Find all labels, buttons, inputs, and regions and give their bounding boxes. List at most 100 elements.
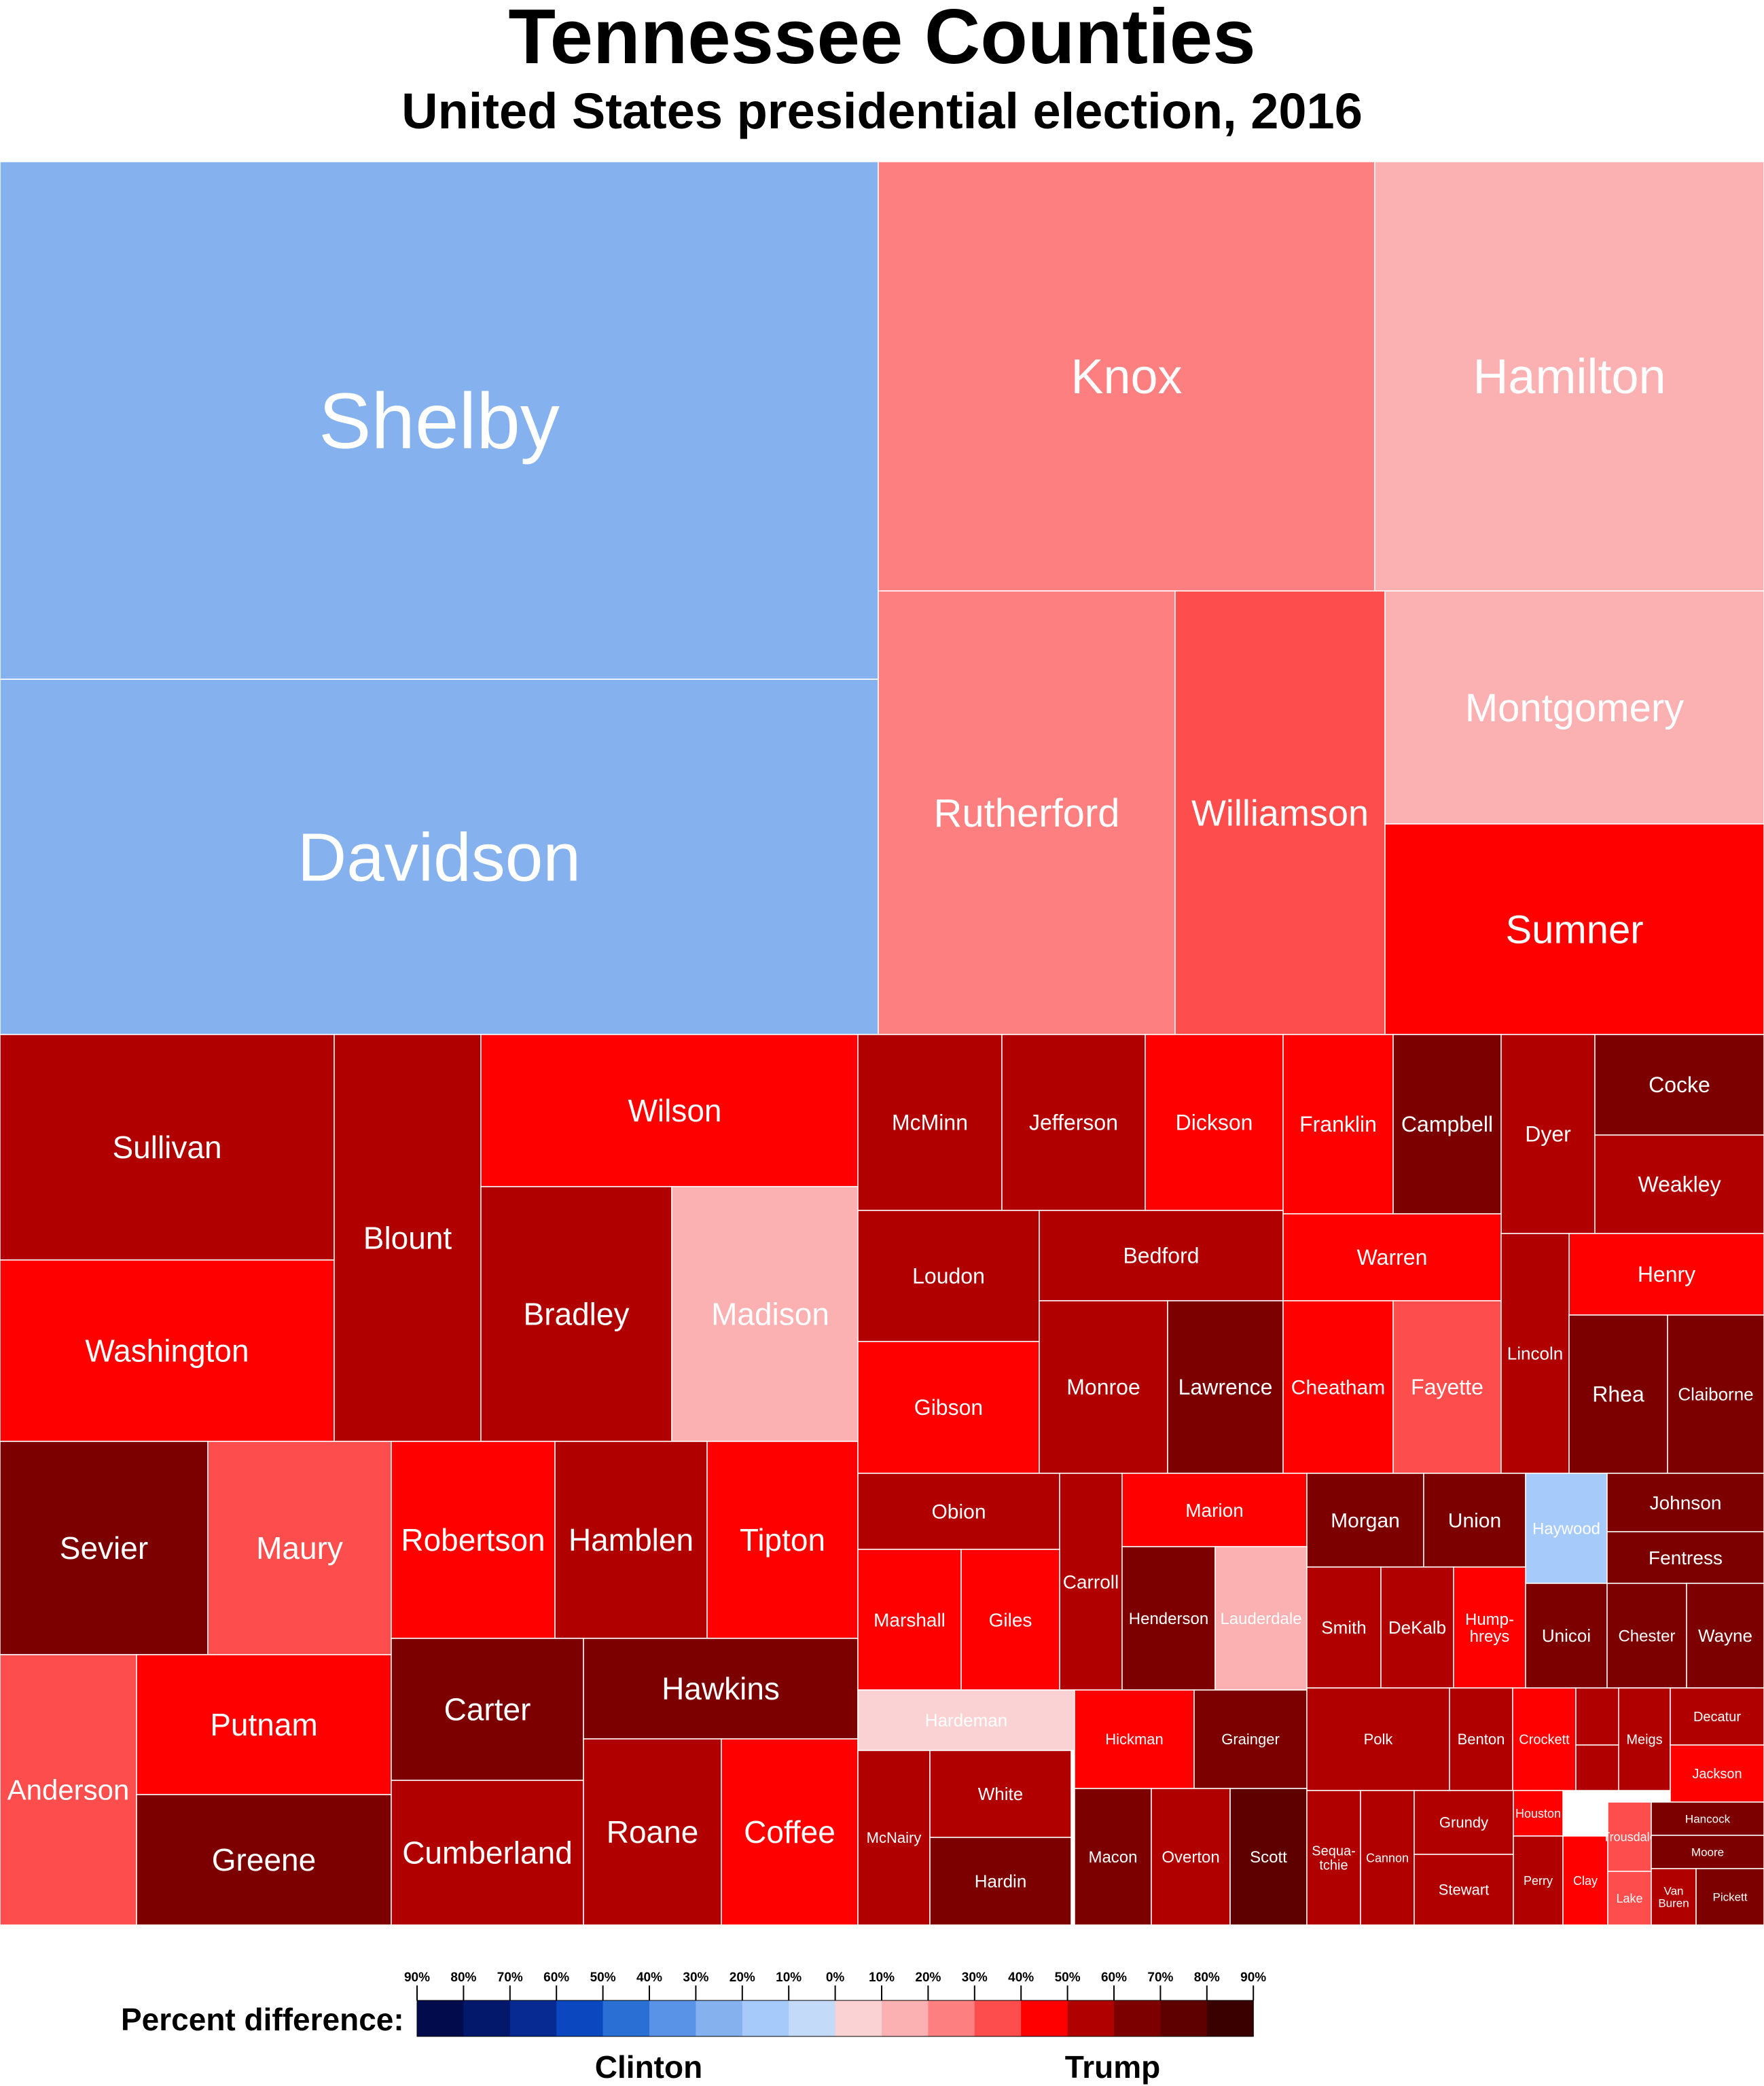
- label-pickett: Pickett: [1712, 1890, 1747, 1903]
- tile-robertson: [391, 1441, 556, 1639]
- label-stewart: Stewart: [1439, 1882, 1490, 1899]
- legend-tick-label: 60%: [1101, 1971, 1127, 1985]
- label-dekalb: DeKalb: [1388, 1617, 1446, 1638]
- tile-smith: [1306, 1566, 1382, 1689]
- legend-tick-label: 80%: [1194, 1971, 1220, 1985]
- label-henderson: Henderson: [1129, 1610, 1208, 1628]
- label-rutherford: Rutherford: [933, 791, 1119, 835]
- tile-chester: [1606, 1583, 1687, 1689]
- label-white: White: [978, 1784, 1023, 1804]
- tile-clay: [1562, 1835, 1608, 1925]
- label-anderson: Anderson: [7, 1774, 130, 1806]
- legend-tick-label: 60%: [543, 1971, 569, 1985]
- tile-roane: [583, 1738, 722, 1925]
- tile-hawkins: [583, 1638, 859, 1740]
- legend-swatch-c50: [602, 2000, 650, 2036]
- label-scott: Scott: [1250, 1848, 1287, 1867]
- tile-gibson: [857, 1341, 1040, 1474]
- tile-campbell: [1392, 1034, 1502, 1215]
- tile-union: [1423, 1473, 1526, 1568]
- tile-coffee: [721, 1738, 859, 1925]
- label-dyer: Dyer: [1525, 1122, 1571, 1147]
- label-hancock: Hancock: [1685, 1812, 1731, 1825]
- legend-swatch-t90: [1206, 2000, 1254, 2036]
- label-sequatchie: Sequa-tchie: [1312, 1844, 1356, 1873]
- tile-jackson: [1670, 1744, 1764, 1803]
- tile-lake: [1607, 1871, 1652, 1925]
- tile-dyer: [1500, 1034, 1596, 1234]
- label-cheatham: Cheatham: [1291, 1377, 1385, 1399]
- label-gibson: Gibson: [914, 1395, 983, 1420]
- tile-giles: [960, 1549, 1060, 1691]
- label-shelby: Shelby: [319, 377, 560, 465]
- legend-swatch-c80: [463, 2000, 511, 2036]
- label-sevier: Sevier: [60, 1530, 148, 1566]
- label-unicoi: Unicoi: [1542, 1625, 1591, 1646]
- label-overton: Overton: [1162, 1848, 1219, 1867]
- tile-davidson: [0, 679, 879, 1035]
- tile-macon: [1074, 1788, 1152, 1925]
- label-williamson: Williamson: [1191, 793, 1369, 833]
- label-moore: Moore: [1691, 1846, 1724, 1858]
- tile-moore: [1651, 1835, 1764, 1869]
- legend-clinton-label: Clinton: [594, 2049, 703, 2085]
- tile-rhea: [1568, 1314, 1668, 1474]
- tile-montgomery: [1384, 590, 1764, 825]
- legend-swatch-c40: [649, 2000, 696, 2036]
- legend-swatch-t80: [1160, 2000, 1208, 2036]
- tile-haywood: [1525, 1473, 1608, 1584]
- label-lauderdale: Lauderdale: [1220, 1610, 1301, 1628]
- tile-greene: [136, 1794, 392, 1925]
- label-marion: Marion: [1185, 1500, 1244, 1521]
- tile-loudon: [857, 1210, 1040, 1342]
- label-montgomery: Montgomery: [1465, 686, 1684, 730]
- tile-cannon: [1360, 1790, 1415, 1925]
- label-haywood: Haywood: [1532, 1519, 1600, 1538]
- chart-subtitle: United States presidential election, 201…: [401, 83, 1363, 139]
- label-hardeman: Hardeman: [925, 1710, 1007, 1731]
- tile-pickett: [1695, 1868, 1764, 1925]
- label-loudon: Loudon: [912, 1264, 985, 1289]
- tile-bradley: [480, 1186, 672, 1442]
- tile-weakley: [1594, 1134, 1764, 1234]
- tile-sequatchie: [1306, 1790, 1361, 1925]
- label-lincoln: Lincoln: [1507, 1344, 1563, 1364]
- legend-swatch-c30: [696, 2000, 743, 2036]
- tile-putnam: [136, 1654, 392, 1795]
- tile-marion: [1121, 1473, 1308, 1547]
- label-warren: Warren: [1357, 1245, 1428, 1270]
- label-dickson: Dickson: [1176, 1111, 1253, 1135]
- legend-tick-label: 50%: [1055, 1971, 1081, 1985]
- label-obion: Obion: [931, 1501, 986, 1524]
- label-putnam: Putnam: [210, 1707, 318, 1742]
- legend-trump-label: Trump: [1064, 2049, 1161, 2085]
- label-jefferson: Jefferson: [1029, 1111, 1118, 1135]
- label-madison: Madison: [711, 1297, 829, 1332]
- tile-williamson: [1174, 590, 1386, 1035]
- label-rhea: Rhea: [1592, 1382, 1644, 1407]
- tile-shelby: [0, 162, 879, 680]
- label-bradley: Bradley: [524, 1297, 630, 1332]
- label-meigs: Meigs: [1626, 1733, 1662, 1748]
- legend-tick-label: 30%: [683, 1971, 708, 1985]
- tile-scott: [1229, 1788, 1308, 1925]
- legend-tick-label: 20%: [730, 1971, 755, 1985]
- tile-unicoi: [1525, 1583, 1608, 1689]
- label-roane: Roane: [607, 1814, 699, 1850]
- label-greene: Greene: [212, 1842, 316, 1877]
- tile-anderson: [0, 1654, 137, 1925]
- tile-johnson: [1606, 1473, 1764, 1532]
- label-union: Union: [1448, 1510, 1501, 1532]
- tile-grundy: [1414, 1790, 1514, 1855]
- legend-tick-label: 10%: [869, 1971, 895, 1985]
- legend-swatch-t60: [1067, 2000, 1115, 2036]
- label-polk: Polk: [1364, 1731, 1394, 1748]
- label-bedford: Bedford: [1123, 1244, 1199, 1268]
- tile-polk: [1306, 1687, 1450, 1791]
- label-sullivan: Sullivan: [112, 1130, 221, 1165]
- tile-decatur: [1670, 1687, 1764, 1746]
- tile-franklin: [1282, 1034, 1394, 1215]
- legend-swatch-t50: [1021, 2000, 1068, 2036]
- tile-blount: [334, 1034, 482, 1442]
- label-fayette: Fayette: [1411, 1375, 1483, 1399]
